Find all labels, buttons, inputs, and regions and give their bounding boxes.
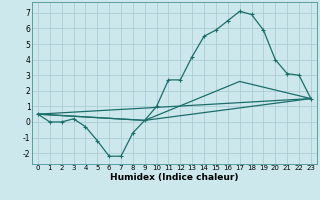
X-axis label: Humidex (Indice chaleur): Humidex (Indice chaleur) <box>110 173 239 182</box>
